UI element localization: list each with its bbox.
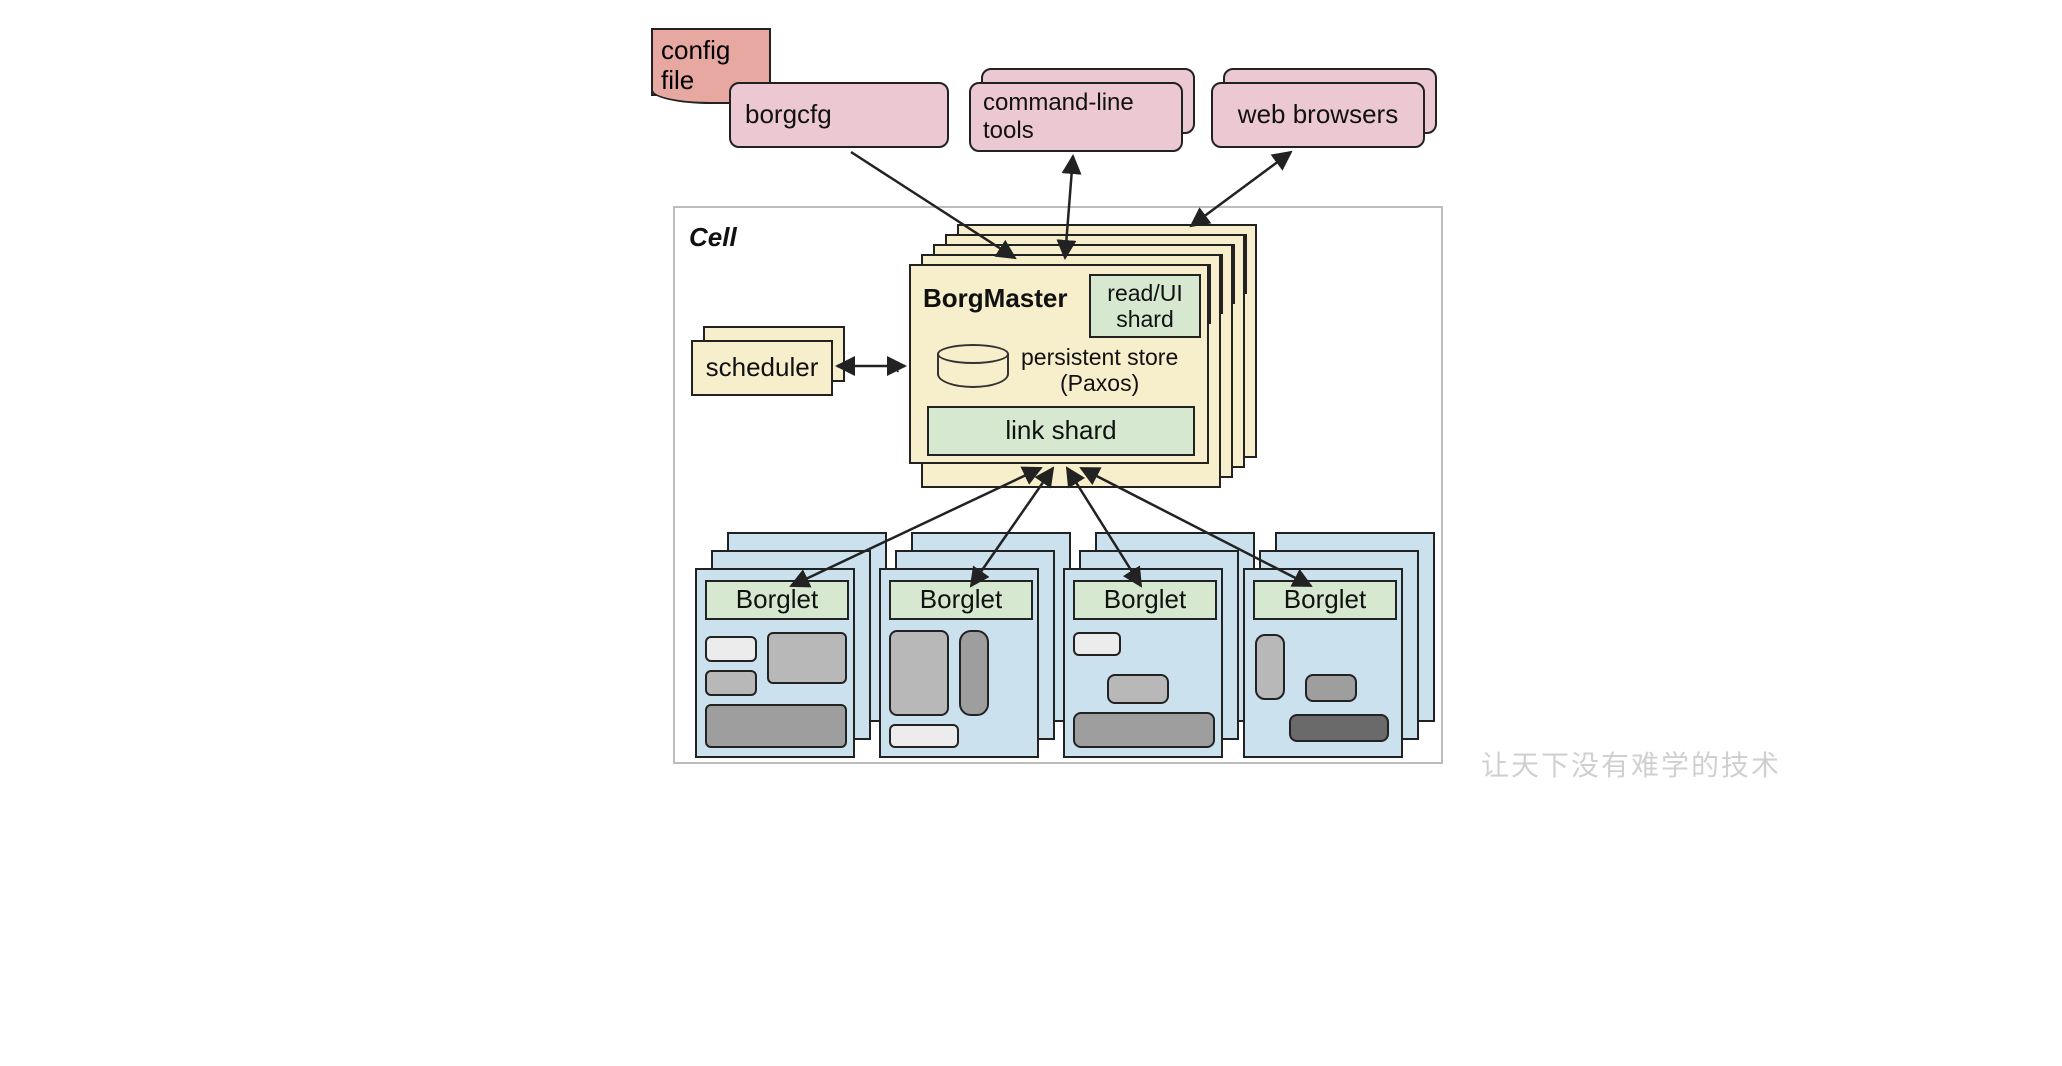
- scheduler-node: scheduler: [691, 340, 833, 396]
- borglet3-label-box: Borglet: [1073, 580, 1217, 620]
- read-ui-shard-label: read/UI shard: [1107, 280, 1182, 333]
- persistent-store-label: persistent store (Paxos): [1021, 344, 1178, 397]
- cell-label: Cell: [689, 222, 737, 253]
- web-browsers-node: web browsers: [1211, 82, 1425, 148]
- watermark-text: 让天下没有难学的技术: [1481, 744, 1781, 784]
- link-shard-label: link shard: [1005, 416, 1116, 446]
- borglet4-proc-c: [1289, 714, 1389, 742]
- paxos-cylinder-icon: [937, 344, 1009, 388]
- borglet1-node: Borglet: [695, 568, 855, 758]
- borglet1-proc-c: [705, 670, 757, 696]
- borglet1-proc-a: [705, 636, 757, 662]
- borglet2-proc-c: [889, 724, 959, 748]
- borgmaster-node: BorgMaster read/UI shard persistent stor…: [909, 264, 1209, 464]
- borgcfg-label: borgcfg: [745, 100, 832, 130]
- borglet1-proc-b: [767, 632, 847, 684]
- borgcfg-node: borgcfg: [729, 82, 949, 148]
- cli-tools-node: command-line tools: [969, 82, 1183, 152]
- borglet4-proc-a: [1255, 634, 1285, 700]
- cursor-icon: ↖: [885, 354, 902, 379]
- borglet1-proc-d: [705, 704, 847, 748]
- borglet4-label: Borglet: [1284, 585, 1366, 615]
- borglet2-node: Borglet: [879, 568, 1039, 758]
- diagram-canvas: config file borgcfg command-line tools w…: [271, 0, 1791, 790]
- borglet1-label-box: Borglet: [705, 580, 849, 620]
- borglet3-node: Borglet: [1063, 568, 1223, 758]
- borglet4-label-box: Borglet: [1253, 580, 1397, 620]
- borglet4-node: Borglet: [1243, 568, 1403, 758]
- config-file-label: config file: [661, 36, 730, 96]
- scheduler-label: scheduler: [706, 353, 819, 383]
- borglet1-label: Borglet: [736, 585, 818, 615]
- read-ui-shard-node: read/UI shard: [1089, 274, 1201, 338]
- borglet2-label: Borglet: [920, 585, 1002, 615]
- cli-tools-label: command-line tools: [983, 89, 1134, 144]
- borglet3-proc-b: [1107, 674, 1169, 704]
- borglet3-proc-a: [1073, 632, 1121, 656]
- link-shard-node: link shard: [927, 406, 1195, 456]
- borglet2-proc-a: [889, 630, 949, 716]
- borglet2-proc-b: [959, 630, 989, 716]
- borglet2-label-box: Borglet: [889, 580, 1033, 620]
- borglet3-proc-c: [1073, 712, 1215, 748]
- web-browsers-label: web browsers: [1238, 100, 1398, 130]
- borglet4-proc-b: [1305, 674, 1357, 702]
- borglet3-label: Borglet: [1104, 585, 1186, 615]
- borgmaster-label: BorgMaster: [923, 284, 1067, 314]
